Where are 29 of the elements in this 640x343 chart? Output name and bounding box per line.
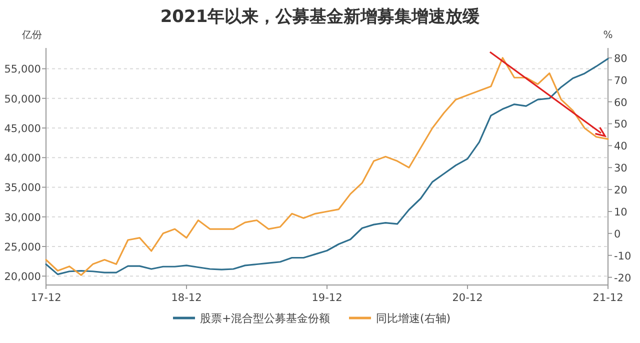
- y2-tick-label: 70: [614, 74, 628, 87]
- legend-label: 同比增速(右轴): [376, 312, 451, 325]
- y-tick-label: 40,000: [4, 152, 41, 165]
- y-tick-label: 35,000: [4, 182, 41, 194]
- y2-axis-title: %: [603, 30, 613, 41]
- y2-tick-label: 20: [614, 184, 628, 197]
- legend-label: 股票+混合型公募基金份额: [200, 312, 330, 325]
- y2-tick-label: 0: [614, 228, 621, 240]
- x-tick-label: 21-12: [592, 292, 624, 304]
- y-tick-label: 30,000: [4, 212, 41, 224]
- x-tick-label: 19-12: [312, 292, 342, 304]
- y2-tick-label: 10: [614, 206, 628, 218]
- y2-tick-label: -10: [614, 250, 632, 262]
- y2-tick-label: 60: [614, 96, 628, 109]
- y-tick-label: 20,000: [4, 271, 41, 284]
- x-tick-label: 17-12: [30, 292, 62, 304]
- y2-tick-label: 40: [614, 140, 628, 153]
- y2-tick-label: -20: [614, 272, 632, 284]
- y-tick-label: 45,000: [4, 122, 41, 135]
- y-tick-label: 55,000: [4, 64, 41, 76]
- x-tick-label: 18-12: [171, 292, 202, 304]
- y2-tick-label: 30: [614, 162, 628, 175]
- x-tick-label: 20-12: [452, 292, 483, 304]
- y2-tick-label: 50: [614, 118, 628, 131]
- chart-title: 2021年以来，公募基金新增募集增速放缓: [160, 7, 481, 27]
- y-tick-label: 50,000: [4, 93, 41, 106]
- y2-tick-label: 80: [614, 52, 628, 65]
- y-tick-label: 25,000: [4, 241, 41, 254]
- y-axis-title: 亿份: [21, 30, 42, 41]
